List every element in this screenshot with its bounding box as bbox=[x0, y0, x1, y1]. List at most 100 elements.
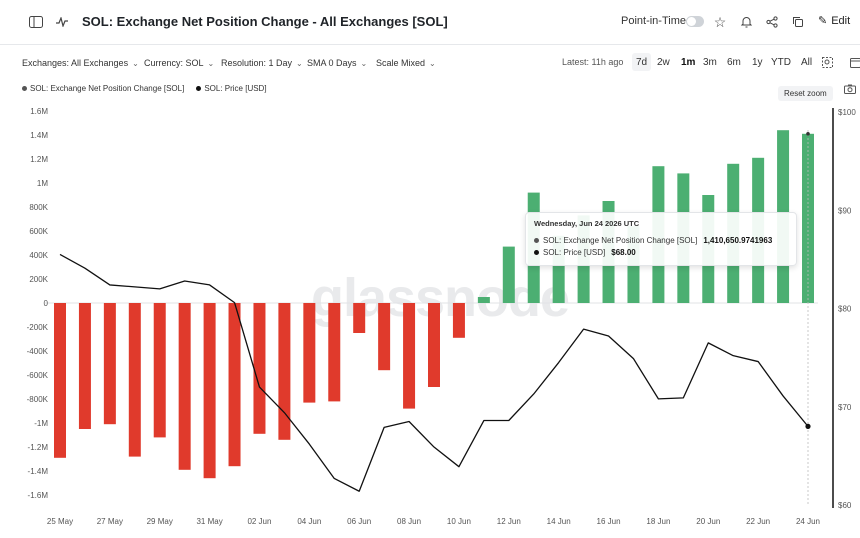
x-tick-label: 31 May bbox=[196, 517, 222, 526]
bar-02-jun bbox=[253, 303, 266, 434]
y-left-tick-label: -800K bbox=[27, 395, 49, 404]
y-left-tick-label: 800K bbox=[29, 203, 48, 212]
y-right-tick-label: $90 bbox=[838, 206, 852, 215]
currency-dropdown[interactable]: Currency: SOL ⌄ bbox=[144, 58, 214, 68]
bar-hover-marker bbox=[806, 132, 810, 136]
chevron-down-icon: ⌄ bbox=[296, 59, 303, 68]
y-left-tick-label: 1M bbox=[37, 179, 48, 188]
x-tick-label: 24 Jun bbox=[796, 517, 820, 526]
tooltip-value: 1,410,650.9741963 bbox=[703, 236, 773, 245]
x-tick-label: 25 May bbox=[47, 517, 73, 526]
range-2w[interactable]: 2w bbox=[657, 56, 670, 68]
y-left-tick-label: 600K bbox=[29, 227, 48, 236]
calendar-icon[interactable] bbox=[846, 53, 860, 71]
resolution-dropdown[interactable]: Resolution: 1 Day ⌄ bbox=[221, 58, 303, 68]
y-left-tick-label: -200K bbox=[27, 323, 49, 332]
bar-12-jun bbox=[502, 246, 515, 303]
tooltip-value: $68.00 bbox=[611, 248, 636, 257]
bar-05-jun bbox=[328, 303, 341, 402]
y-left-tick-label: 0 bbox=[44, 299, 49, 308]
star-icon[interactable]: ☆ bbox=[713, 13, 727, 30]
bar-30-may bbox=[178, 303, 191, 470]
edit-button[interactable]: ✎ Edit bbox=[818, 14, 850, 28]
y-left-tick-label: -1.2M bbox=[28, 443, 49, 452]
legend-label: SOL: Exchange Net Position Change [SOL] bbox=[30, 84, 185, 93]
copy-icon[interactable] bbox=[784, 8, 812, 36]
legend-dot bbox=[196, 86, 202, 92]
x-tick-label: 18 Jun bbox=[646, 517, 670, 526]
bar-26-may bbox=[78, 303, 91, 429]
x-tick-label: 14 Jun bbox=[547, 517, 571, 526]
camera-icon[interactable] bbox=[844, 84, 856, 97]
range-1y[interactable]: 1y bbox=[752, 56, 763, 68]
watermark: glassnode bbox=[311, 268, 569, 328]
y-right-tick-label: $100 bbox=[838, 108, 856, 117]
tooltip-label: SOL: Exchange Net Position Change [SOL] bbox=[543, 236, 698, 245]
y-left-tick-label: 200K bbox=[29, 275, 48, 284]
y-left-tick-label: 1.2M bbox=[30, 155, 48, 164]
bar-29-may bbox=[153, 303, 166, 438]
chart-legend: SOL: Exchange Net Position Change [SOL] … bbox=[22, 84, 267, 93]
range-6m[interactable]: 6m bbox=[727, 56, 741, 68]
price-line bbox=[59, 253, 809, 492]
chevron-down-icon: ⌄ bbox=[207, 59, 215, 68]
bar-25-may bbox=[54, 303, 66, 458]
share-icon[interactable] bbox=[758, 8, 786, 36]
price-point bbox=[805, 423, 811, 429]
sma-dropdown[interactable]: SMA 0 Days ⌄ bbox=[307, 58, 367, 68]
currency-label: Currency: SOL bbox=[144, 58, 204, 68]
bar-09-jun bbox=[428, 303, 440, 387]
range-ytd[interactable]: YTD bbox=[771, 56, 791, 68]
bell-icon[interactable] bbox=[732, 8, 760, 36]
exchanges-dropdown[interactable]: Exchanges: All Exchanges ⌄ bbox=[22, 58, 139, 68]
x-tick-label: 12 Jun bbox=[497, 517, 521, 526]
top-bar: SOL: Exchange Net Position Change - All … bbox=[0, 0, 860, 45]
bar-27-may bbox=[103, 303, 116, 425]
x-tick-label: 04 Jun bbox=[297, 517, 321, 526]
range-7d[interactable]: 7d bbox=[632, 53, 652, 71]
y-left-tick-label: 1.6M bbox=[30, 107, 48, 116]
y-left-tick-label: -600K bbox=[27, 371, 49, 380]
sidebar-toggle-icon[interactable] bbox=[22, 8, 50, 36]
y-left-tick-label: -1.4M bbox=[28, 467, 49, 476]
scale-dropdown[interactable]: Scale Mixed ⌄ bbox=[376, 58, 436, 68]
reset-zoom-button[interactable]: Reset zoom bbox=[778, 86, 833, 101]
tooltip-date: Wednesday, Jun 24 2026 UTC bbox=[534, 219, 640, 228]
range-1m[interactable]: 1m bbox=[681, 56, 696, 68]
x-tick-label: 06 Jun bbox=[347, 517, 371, 526]
y-left-tick-label: 1.4M bbox=[30, 131, 48, 140]
x-tick-label: 27 May bbox=[97, 517, 123, 526]
tooltip-dot bbox=[534, 250, 539, 256]
point-in-time-toggle[interactable] bbox=[686, 16, 704, 27]
bar-03-jun bbox=[278, 303, 291, 440]
y-right-tick-label: $70 bbox=[838, 403, 852, 412]
range-3m[interactable]: 3m bbox=[703, 56, 717, 68]
latest-update: Latest: 11h ago bbox=[562, 57, 624, 67]
bar-31-may bbox=[203, 303, 216, 479]
bar-10-jun bbox=[452, 303, 465, 338]
bar-01-jun bbox=[228, 303, 241, 467]
chevron-down-icon: ⌄ bbox=[132, 59, 139, 68]
pencil-icon: ✎ bbox=[818, 15, 828, 27]
range-all[interactable]: All bbox=[801, 56, 813, 68]
resolution-label: Resolution: 1 Day bbox=[221, 58, 293, 68]
point-in-time-label: Point-in-Time bbox=[621, 15, 686, 27]
legend-label: SOL: Price [USD] bbox=[204, 84, 267, 93]
tooltip-row-price: SOL: Price [USD] $68.00 bbox=[534, 248, 636, 257]
legend-item-price[interactable]: SOL: Price [USD] bbox=[196, 84, 267, 93]
bar-04-jun bbox=[303, 303, 316, 403]
bar-07-jun bbox=[378, 303, 391, 371]
y-left-tick-label: -400K bbox=[27, 347, 49, 356]
x-tick-label: 16 Jun bbox=[597, 517, 621, 526]
tooltip: Wednesday, Jun 24 2026 UTC SOL: Exchange… bbox=[525, 212, 797, 266]
sma-label: SMA 0 Days bbox=[307, 58, 357, 68]
y-left-tick-label: 400K bbox=[29, 251, 48, 260]
scale-label: Scale Mixed bbox=[376, 58, 426, 68]
tooltip-label: SOL: Price [USD] bbox=[543, 248, 606, 257]
tooltip-row-netposition: SOL: Exchange Net Position Change [SOL] 1… bbox=[534, 236, 772, 245]
page-title: SOL: Exchange Net Position Change - All … bbox=[82, 14, 448, 29]
zoom-select-icon[interactable] bbox=[818, 53, 837, 71]
bar-24-jun bbox=[802, 133, 814, 303]
legend-item-netposition[interactable]: SOL: Exchange Net Position Change [SOL] bbox=[22, 84, 184, 93]
